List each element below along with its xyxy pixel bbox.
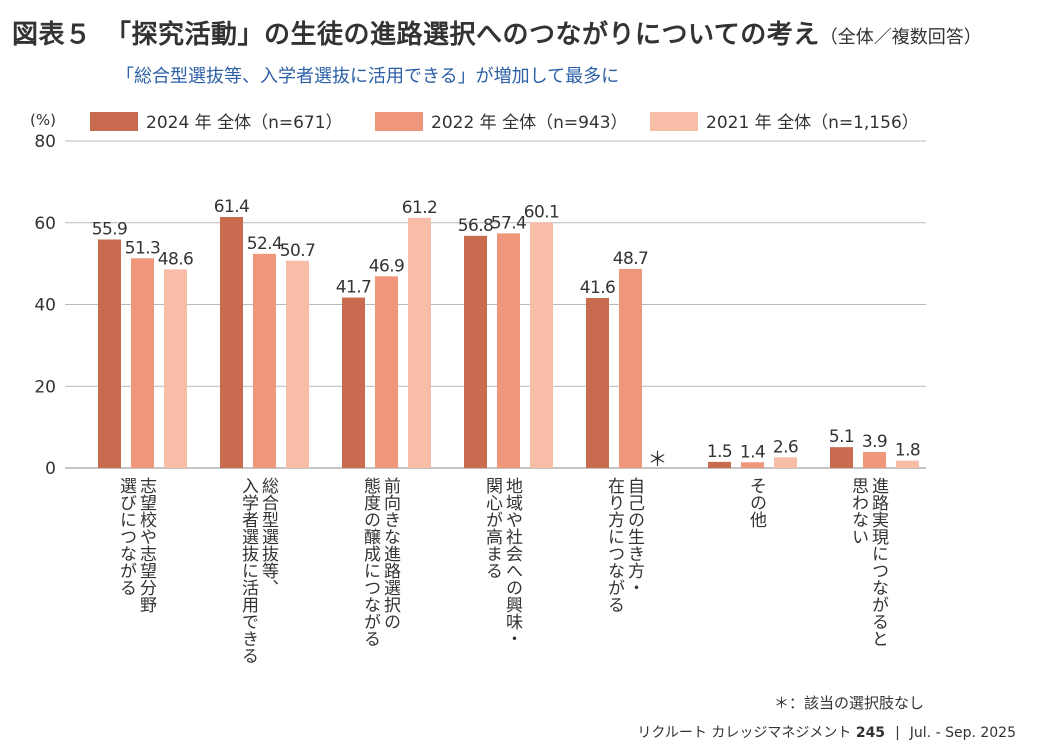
data-label: 61.2 bbox=[402, 198, 437, 218]
bar bbox=[774, 457, 797, 468]
x-tick-label: 思わない bbox=[848, 477, 869, 545]
bar bbox=[220, 217, 243, 468]
x-tick-label: 自己の生き方・ bbox=[624, 477, 645, 596]
bar bbox=[586, 298, 609, 468]
x-tick-label: 志望校や志望分野 bbox=[136, 477, 157, 613]
bar bbox=[131, 258, 154, 468]
bar bbox=[530, 222, 553, 468]
data-label: 56.8 bbox=[458, 216, 493, 236]
legend-swatch bbox=[90, 112, 138, 131]
missing-marker: ＊ bbox=[648, 447, 668, 471]
x-tick-label: 進路実現につながると bbox=[868, 477, 889, 647]
data-label: 50.7 bbox=[280, 241, 315, 261]
y-tick-label: 80 bbox=[34, 132, 56, 152]
bar bbox=[741, 462, 764, 468]
x-tick-label: 総合型選抜等、 bbox=[258, 477, 279, 596]
data-label: 5.1 bbox=[829, 427, 854, 447]
issue-date: Jul. - Sep. 2025 bbox=[910, 725, 1016, 741]
y-tick-label: 60 bbox=[34, 214, 56, 234]
bar bbox=[98, 240, 121, 468]
data-label: 41.6 bbox=[580, 278, 615, 298]
bar bbox=[497, 233, 520, 468]
data-label: 51.3 bbox=[125, 238, 160, 258]
bar bbox=[375, 276, 398, 468]
y-tick-label: 40 bbox=[34, 296, 56, 316]
y-tick-label: 20 bbox=[34, 377, 56, 397]
footer: リクルート カレッジマネジメント 245 | Jul. - Sep. 2025 bbox=[637, 722, 1016, 742]
x-tick-label: 関心が高まる bbox=[482, 477, 503, 579]
x-tick-label: 選びにつながる bbox=[116, 477, 137, 596]
x-tick-label: 態度の醸成につながる bbox=[360, 477, 381, 647]
data-label: 55.9 bbox=[92, 220, 127, 240]
y-tick-label: 0 bbox=[45, 459, 56, 479]
bar bbox=[164, 269, 187, 468]
publication-name: リクルート カレッジマネジメント bbox=[637, 725, 851, 741]
legend-label: 2021 年 全体（n=1,156） bbox=[706, 113, 919, 133]
footer-separator: | bbox=[895, 725, 900, 741]
y-axis-label: (%) bbox=[30, 111, 56, 129]
data-label: 41.7 bbox=[336, 278, 371, 298]
data-label: 60.1 bbox=[524, 202, 559, 222]
issue-number: 245 bbox=[856, 725, 885, 741]
bar bbox=[342, 298, 365, 468]
legend-label: 2024 年 全体（n=671） bbox=[146, 113, 343, 133]
x-tick-label: 前向きな進路選択の bbox=[380, 477, 401, 630]
bar bbox=[708, 462, 731, 468]
footnote: ＊：該当の選択肢なし bbox=[774, 692, 924, 713]
legend-swatch bbox=[650, 112, 698, 131]
data-label: 48.6 bbox=[158, 249, 193, 269]
bar bbox=[619, 269, 642, 468]
legend-label: 2022 年 全体（n=943） bbox=[431, 113, 628, 133]
x-tick-label: その他 bbox=[746, 477, 767, 528]
bar-chart: (%) 0 20 40 60 80 2024 年 全体（n=671） 2022 年 全体（n=… bbox=[0, 0, 1042, 690]
bar bbox=[286, 261, 309, 468]
bar bbox=[464, 236, 487, 468]
x-tick-label: 地域や社会への興味・ bbox=[502, 477, 523, 647]
data-label: 48.7 bbox=[613, 249, 648, 269]
bar bbox=[408, 218, 431, 468]
data-label: 57.4 bbox=[491, 213, 526, 233]
data-label: 3.9 bbox=[862, 432, 887, 452]
legend-swatch bbox=[375, 112, 423, 131]
data-label: 61.4 bbox=[214, 197, 249, 217]
bar bbox=[253, 254, 276, 468]
bar bbox=[830, 447, 853, 468]
bar bbox=[863, 452, 886, 468]
data-label: 1.4 bbox=[740, 442, 765, 462]
bar bbox=[896, 461, 919, 468]
data-label: 46.9 bbox=[369, 256, 404, 276]
data-label: 2.6 bbox=[773, 437, 798, 457]
data-label: 1.8 bbox=[895, 441, 920, 461]
data-label: 1.5 bbox=[707, 442, 732, 462]
x-tick-label: 在り方につながる bbox=[604, 477, 625, 613]
x-tick-label: 入学者選抜に活用できる bbox=[238, 477, 259, 664]
data-label: 52.4 bbox=[247, 234, 282, 254]
